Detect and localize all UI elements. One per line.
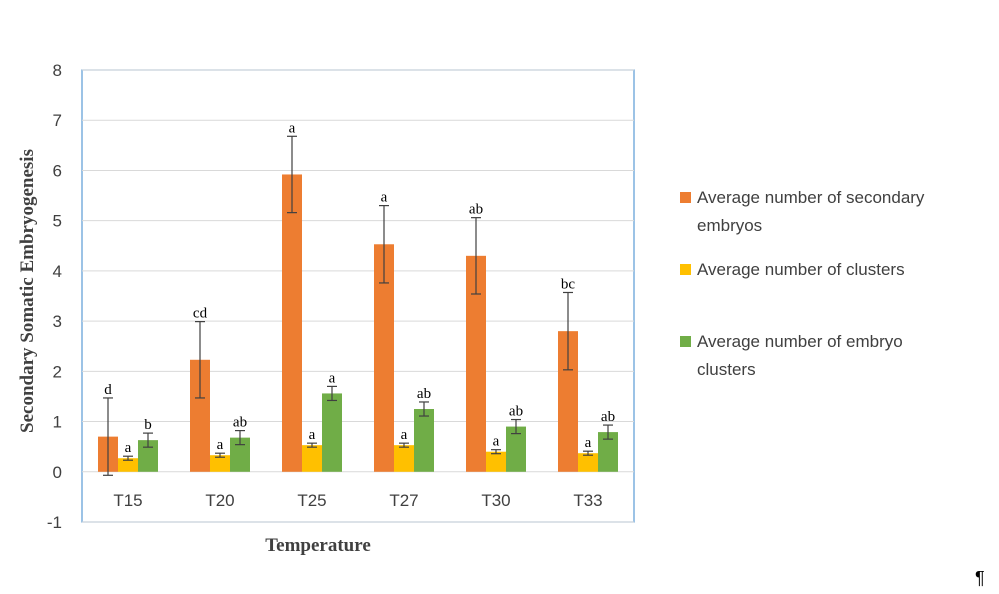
y-tick-label: 8 [53, 61, 62, 80]
bar [190, 359, 210, 472]
significance-label: ab [417, 386, 431, 402]
bar [230, 437, 250, 472]
category-label: T20 [205, 491, 234, 510]
error-bars [103, 135, 613, 476]
bar [466, 255, 486, 472]
significance-label: a [329, 370, 336, 386]
bar [598, 432, 618, 472]
significance-label: a [125, 440, 132, 456]
y-tick-label: 2 [53, 362, 62, 381]
bar [486, 451, 506, 472]
legend-label: Average number of clusters [697, 260, 905, 279]
category-label: T25 [297, 491, 326, 510]
paragraph-mark: ¶ [975, 568, 985, 588]
y-tick-label: 5 [53, 212, 62, 231]
legend-label: Average number of embryo [697, 332, 903, 351]
significance-label: a [309, 427, 316, 443]
bar [374, 244, 394, 472]
y-tick-label: -1 [47, 513, 62, 532]
y-tick-label: 3 [53, 312, 62, 331]
legend: Average number of secondary embryos Averag… [680, 188, 925, 379]
significance-label: a [381, 190, 388, 206]
bar [414, 409, 434, 472]
bar [578, 453, 598, 472]
y-tick-label: 0 [53, 463, 62, 482]
significance-label: a [217, 437, 224, 453]
significance-label: a [493, 434, 500, 450]
significance-label: cd [193, 306, 208, 322]
significance-label: d [104, 382, 112, 398]
y-tick-label: 7 [53, 111, 62, 130]
significance-label: ab [469, 202, 483, 218]
significance-label: bc [561, 276, 576, 292]
legend-label: clusters [697, 360, 756, 379]
plot-frame [81, 69, 635, 523]
bar [282, 174, 302, 472]
y-tick-label: 1 [53, 413, 62, 432]
significance-label: ab [601, 409, 615, 425]
legend-swatch [680, 264, 691, 275]
bar [322, 393, 342, 472]
y-tick-labels: -1 0 1 2 3 4 5 6 7 8 [47, 61, 62, 532]
bars [98, 174, 618, 472]
significance-label: ab [233, 415, 247, 431]
gridlines [82, 69, 634, 523]
y-axis-title: Secondary Somatic Embryogenesis [17, 149, 38, 433]
category-labels: T15 T20 T25 T27 T30 T33 [113, 491, 602, 510]
legend-label: embryos [697, 216, 762, 235]
significance-label: ab [509, 404, 523, 420]
bar [558, 331, 578, 472]
significance-label: a [585, 435, 592, 451]
bar [302, 445, 322, 472]
bar [118, 458, 138, 472]
y-tick-label: 4 [53, 262, 62, 281]
legend-swatch [680, 192, 691, 203]
legend-label: Average number of secondary [697, 188, 925, 207]
category-label: T30 [481, 491, 510, 510]
y-tick-label: 6 [53, 161, 62, 180]
category-label: T27 [389, 491, 418, 510]
x-axis-title: Temperature [265, 535, 371, 556]
category-label: T15 [113, 491, 142, 510]
bar [138, 440, 158, 472]
category-label: T33 [573, 491, 602, 510]
significance-label: a [289, 120, 296, 136]
legend-swatch [680, 336, 691, 347]
significance-label: a [401, 427, 408, 443]
bar [506, 426, 526, 472]
bar [210, 455, 230, 472]
significance-label: b [144, 417, 152, 433]
bar [394, 445, 414, 472]
